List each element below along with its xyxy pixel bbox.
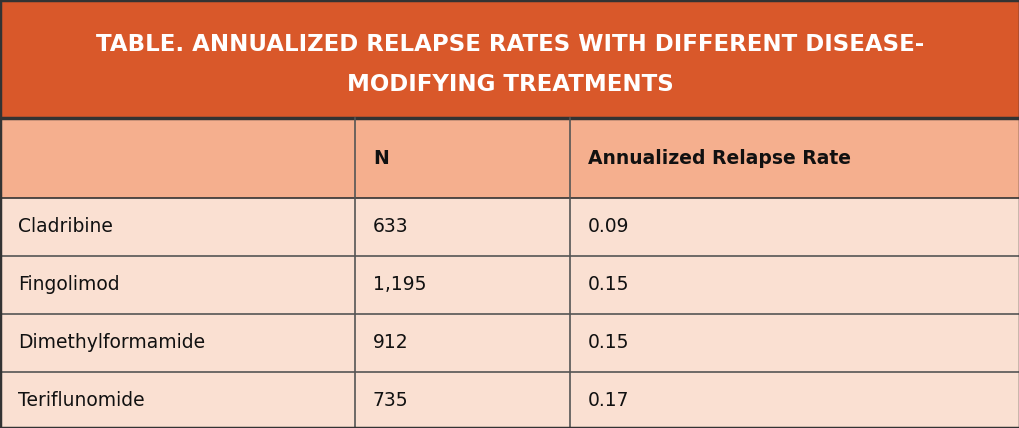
Text: TABLE. ANNUALIZED RELAPSE RATES WITH DIFFERENT DISEASE-: TABLE. ANNUALIZED RELAPSE RATES WITH DIF… bbox=[96, 33, 923, 56]
Bar bbox=[570, 256, 1019, 314]
Bar bbox=[355, 372, 570, 428]
Bar bbox=[0, 118, 355, 198]
Bar bbox=[355, 314, 570, 372]
Text: Dimethylformamide: Dimethylformamide bbox=[18, 333, 205, 353]
Text: Fingolimod: Fingolimod bbox=[18, 276, 119, 294]
Text: Teriflunomide: Teriflunomide bbox=[18, 392, 145, 410]
Bar bbox=[570, 372, 1019, 428]
Text: 0.15: 0.15 bbox=[587, 333, 629, 353]
Bar bbox=[355, 118, 570, 198]
Text: MODIFYING TREATMENTS: MODIFYING TREATMENTS bbox=[346, 74, 673, 96]
Text: Cladribine: Cladribine bbox=[18, 217, 113, 237]
Bar bbox=[570, 314, 1019, 372]
Text: 0.15: 0.15 bbox=[587, 276, 629, 294]
Text: 735: 735 bbox=[373, 392, 409, 410]
Bar bbox=[0, 198, 355, 256]
Bar bbox=[0, 372, 355, 428]
Bar bbox=[570, 118, 1019, 198]
Text: 912: 912 bbox=[373, 333, 409, 353]
Bar bbox=[355, 198, 570, 256]
Bar bbox=[0, 0, 1019, 118]
Text: 1,195: 1,195 bbox=[373, 276, 426, 294]
Text: 0.09: 0.09 bbox=[587, 217, 629, 237]
Text: 0.17: 0.17 bbox=[587, 392, 629, 410]
Bar bbox=[0, 256, 355, 314]
Text: N: N bbox=[373, 149, 388, 167]
Text: 633: 633 bbox=[373, 217, 409, 237]
Text: Annualized Relapse Rate: Annualized Relapse Rate bbox=[587, 149, 850, 167]
Bar bbox=[0, 314, 355, 372]
Bar bbox=[355, 256, 570, 314]
Bar bbox=[570, 198, 1019, 256]
